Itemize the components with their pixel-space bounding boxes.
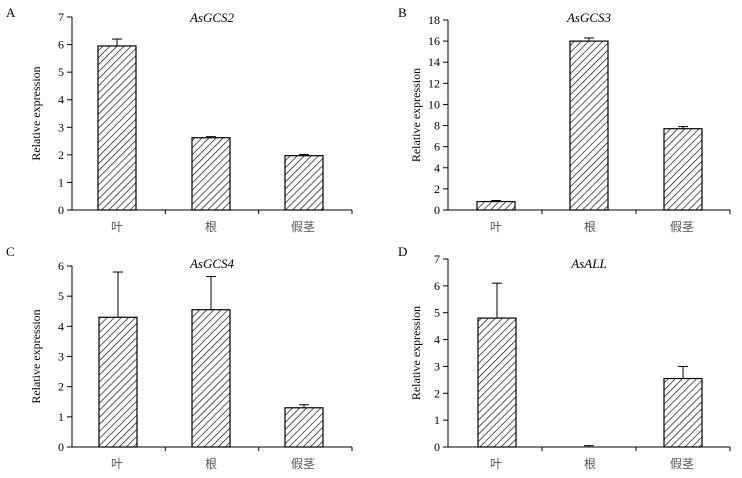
x-tick-label: 叶 xyxy=(490,220,502,234)
y-tick-label: 8 xyxy=(434,119,440,133)
y-tick-label: 7 xyxy=(434,252,440,266)
bar-根 xyxy=(569,40,609,211)
panel-title: AsGCS4 xyxy=(189,256,235,271)
y-tick-label: 5 xyxy=(58,65,64,79)
y-tick-label: 1 xyxy=(58,410,64,424)
y-tick-label: 12 xyxy=(428,76,440,90)
y-tick-label: 18 xyxy=(428,13,440,27)
panel-letter: A xyxy=(6,5,16,20)
bar-根 xyxy=(191,309,231,448)
panel-letter: C xyxy=(6,244,15,259)
y-tick-label: 4 xyxy=(434,161,440,175)
y-axis-label: Relative expression xyxy=(409,306,423,400)
x-tick-label: 假茎 xyxy=(291,457,315,471)
y-tick-label: 0 xyxy=(58,203,64,217)
y-tick-label: 6 xyxy=(58,259,64,273)
panel-letter: B xyxy=(398,5,407,20)
y-tick-label: 16 xyxy=(428,34,440,48)
panel-title: AsGCS2 xyxy=(189,10,235,25)
x-tick-label: 根 xyxy=(584,220,596,234)
bar-假茎 xyxy=(284,155,324,211)
panel-title: AsALL xyxy=(570,256,606,271)
y-tick-label: 0 xyxy=(434,440,440,454)
y-tick-label: 2 xyxy=(58,148,64,162)
chart-panel-d: D AsALL Relative expression 0 1 2 3 4 5 6 7 叶 根 假茎 xyxy=(398,244,731,471)
x-tick-label: 叶 xyxy=(490,457,502,471)
y-tick-label: 2 xyxy=(434,182,440,196)
y-tick-label: 4 xyxy=(434,333,440,347)
bar-叶 xyxy=(98,316,138,448)
y-tick-label: 3 xyxy=(58,350,64,364)
x-tick-label: 假茎 xyxy=(670,457,694,471)
x-tick-label: 根 xyxy=(205,457,217,471)
y-tick-label: 5 xyxy=(58,289,64,303)
x-tick-label: 叶 xyxy=(111,220,123,234)
x-tick-label: 根 xyxy=(584,457,596,471)
y-tick-label: 2 xyxy=(58,380,64,394)
bar-叶 xyxy=(476,200,516,211)
bar-假茎 xyxy=(663,377,703,448)
y-axis-label: Relative expression xyxy=(29,309,43,403)
x-tick-label: 假茎 xyxy=(670,220,694,234)
x-tick-label: 假茎 xyxy=(291,220,315,234)
y-tick-label: 6 xyxy=(434,140,440,154)
y-tick-label: 10 xyxy=(428,97,440,111)
chart-panel-b: B AsGCS3 Relative expression 0 2 4 6 8 10 12 14 16 1… xyxy=(398,5,731,234)
y-tick-label: 4 xyxy=(58,93,64,107)
y-tick-label: 7 xyxy=(58,10,64,24)
panel-letter: D xyxy=(398,244,407,259)
y-tick-label: 1 xyxy=(58,175,64,189)
bar-根 xyxy=(191,137,231,211)
y-tick-label: 14 xyxy=(428,55,440,69)
y-tick-label: 0 xyxy=(58,440,64,454)
bar-假茎 xyxy=(284,407,324,448)
y-tick-label: 4 xyxy=(58,319,64,333)
y-tick-label: 5 xyxy=(434,306,440,320)
panel-title: AsGCS3 xyxy=(566,10,612,25)
y-tick-label: 2 xyxy=(434,386,440,400)
y-tick-label: 6 xyxy=(58,38,64,52)
bar-叶 xyxy=(97,45,137,211)
y-axis-label: Relative expression xyxy=(29,66,43,160)
y-tick-label: 0 xyxy=(434,203,440,217)
bar-叶 xyxy=(477,317,517,448)
y-tick-label: 1 xyxy=(434,413,440,427)
x-tick-label: 根 xyxy=(205,220,217,234)
x-tick-label: 叶 xyxy=(111,457,123,471)
y-tick-label: 3 xyxy=(434,359,440,373)
y-tick-label: 3 xyxy=(58,120,64,134)
chart-panel-a: A AsGCS2 Relative expression 0 1 2 3 4 5 6 7 叶 根 假茎 xyxy=(6,5,353,234)
y-axis-label: Relative expression xyxy=(409,68,423,162)
bar-假茎 xyxy=(663,128,703,211)
y-tick-label: 6 xyxy=(434,279,440,293)
chart-panel-c: C AsGCS4 Relative expression 0 1 2 3 4 5 6 叶 根 假茎 xyxy=(6,244,353,471)
